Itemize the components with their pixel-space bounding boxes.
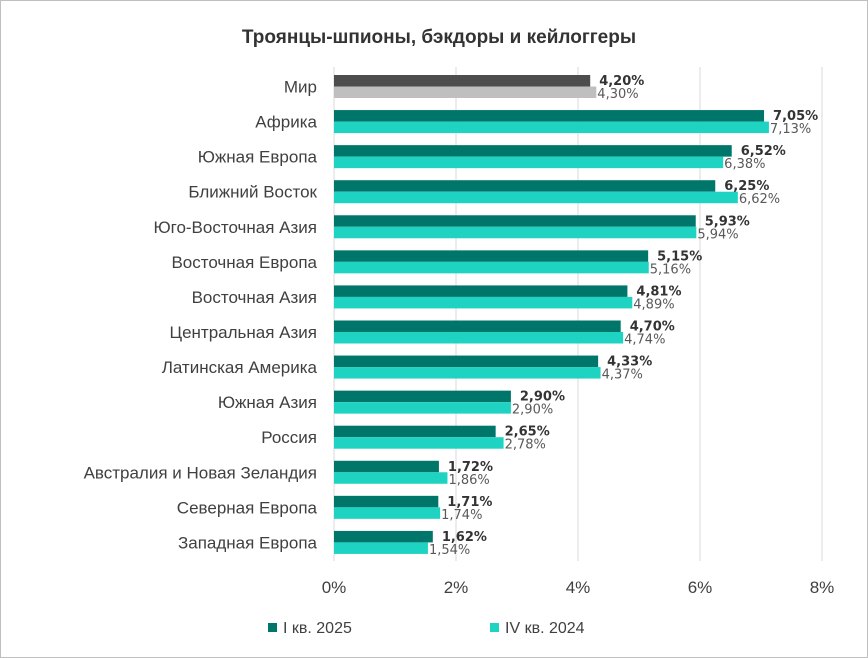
x-tick-label: 6%: [688, 578, 713, 597]
bar-series-1: [334, 285, 628, 297]
data-label-series-2: 4,30%: [597, 87, 638, 102]
bar-series-2: [334, 472, 448, 484]
data-label-series-2: 4,74%: [624, 332, 665, 347]
bar-series-1: [334, 355, 599, 368]
bar-series-1: [334, 75, 591, 87]
data-label-series-1: 1,71%: [447, 495, 492, 510]
bar-series-2: [334, 156, 724, 169]
bar-series-2: [334, 367, 601, 379]
data-label-series-2: 7,13%: [770, 122, 811, 137]
category-label: Юго-Восточная Азия: [153, 218, 317, 237]
data-label-series-2: 5,94%: [697, 227, 738, 242]
bar-series-1: [334, 250, 649, 262]
category-label: Ближний Восток: [188, 183, 317, 202]
bar-series-1: [334, 215, 696, 227]
data-label-series-2: 5,16%: [650, 262, 691, 277]
bar-series-1: [334, 425, 496, 438]
bar-series-1: [334, 110, 765, 122]
legend-swatch-series-2: [490, 623, 499, 632]
x-tick-label: 8%: [810, 578, 835, 597]
bar-series-2: [334, 331, 624, 344]
legend-label-series-2: IV кв. 2024: [505, 620, 585, 637]
data-label-series-2: 6,62%: [739, 192, 780, 207]
bar-series-1: [334, 145, 732, 157]
data-label-series-1: 6,25%: [724, 179, 769, 194]
data-label-series-2: 2,78%: [505, 438, 546, 453]
bars: [334, 75, 769, 554]
data-label-series-1: 4,20%: [599, 74, 644, 89]
data-label-series-2: 4,89%: [633, 297, 674, 312]
bar-series-2: [334, 437, 504, 449]
x-tick-label: 0%: [322, 578, 347, 597]
data-label-series-1: 7,05%: [773, 109, 818, 124]
bar-series-1: [334, 460, 439, 473]
data-label-series-1: 4,70%: [630, 319, 675, 334]
gridlines: [333, 67, 823, 561]
data-label-series-1: 4,81%: [636, 284, 681, 299]
category-labels: Мир Африка Южная Европа Ближний Восток Юго-В…: [84, 78, 318, 553]
bar-series-1: [334, 390, 511, 403]
data-label-series-2: 2,90%: [512, 403, 553, 418]
data-label-series-1: 5,93%: [705, 214, 750, 229]
x-tick-labels: 0% 2% 4% 6% 8%: [322, 578, 835, 597]
bar-series-2: [334, 86, 597, 98]
chart-title: Троянцы-шпионы, бэкдоры и кейлоггеры: [242, 27, 636, 48]
category-label: Южная Азия: [218, 393, 317, 412]
category-label: Африка: [255, 113, 317, 132]
bar-series-2: [334, 191, 738, 204]
bar-series-2: [334, 402, 511, 414]
category-label: Россия: [261, 428, 317, 447]
data-label-series-1: 4,33%: [607, 355, 652, 370]
data-label-series-2: 1,86%: [448, 473, 489, 488]
x-tick-label: 4%: [566, 578, 591, 597]
x-tick-label: 2%: [444, 578, 469, 597]
category-label: Австралия и Новая Зеландия: [84, 463, 317, 482]
bar-series-2: [334, 121, 769, 134]
category-label: Мир: [284, 78, 317, 97]
category-label: Южная Европа: [198, 148, 318, 167]
data-label-series-1: 5,15%: [657, 249, 702, 264]
category-label: Северная Европа: [177, 498, 318, 517]
bar-series-2: [334, 507, 441, 519]
data-label-series-2: 6,38%: [724, 157, 765, 172]
bar-series-1: [334, 495, 439, 508]
legend-swatch-series-1: [268, 623, 277, 632]
data-label-series-1: 2,65%: [505, 425, 550, 440]
category-label: Центральная Азия: [170, 323, 318, 342]
legend: I кв. 2025 IV кв. 2024: [268, 620, 585, 637]
bar-series-1: [334, 530, 433, 543]
category-label: Западная Европа: [178, 533, 318, 552]
bar-series-1: [334, 180, 716, 192]
data-label-series-2: 4,37%: [602, 368, 643, 383]
category-label: Восточная Азия: [192, 288, 317, 307]
bar-series-2: [334, 226, 697, 239]
data-label-series-1: 2,90%: [520, 390, 565, 405]
bar-series-2: [334, 542, 428, 554]
data-label-series-2: 1,54%: [429, 543, 470, 558]
bar-series-2: [334, 261, 649, 274]
data-label-series-1: 1,72%: [448, 460, 493, 475]
data-label-series-2: 1,74%: [441, 508, 482, 523]
bar-series-1: [334, 320, 621, 332]
category-label: Латинская Америка: [162, 358, 318, 377]
data-label-series-1: 1,62%: [442, 530, 487, 545]
data-label-series-1: 6,52%: [741, 144, 786, 159]
category-label: Восточная Европа: [171, 253, 317, 272]
bar-series-2: [334, 296, 633, 309]
legend-label-series-1: I кв. 2025: [283, 620, 352, 637]
value-labels: 4,20%4,30% 7,05%7,13% 6,52%6,38% 6,25%6,62%…: [429, 74, 818, 558]
